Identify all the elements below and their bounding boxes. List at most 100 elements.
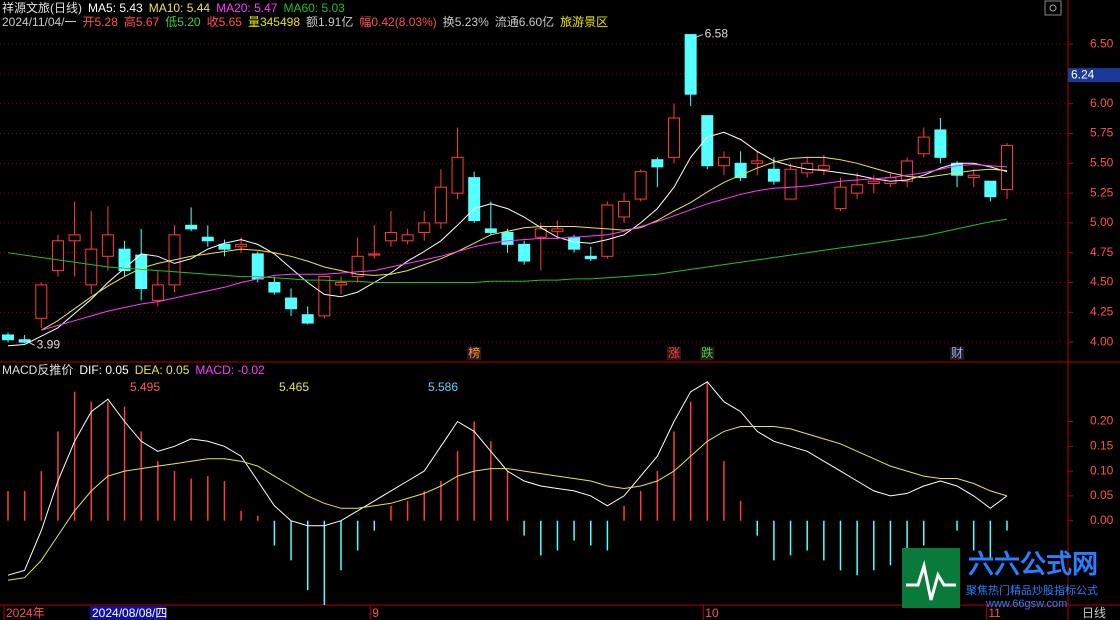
candle-body	[434, 186, 447, 224]
candle-body	[201, 236, 214, 242]
event-marker-bg	[467, 347, 482, 360]
candle-body	[368, 253, 381, 256]
candle-body	[118, 248, 131, 272]
ma-line	[7, 218, 1008, 283]
candle-body	[451, 156, 464, 194]
info-item: 幅0.42(8.03%)	[359, 15, 437, 29]
price-marker-label: 6.24	[1071, 67, 1095, 81]
legend-entry: DIF: 0.05	[79, 363, 129, 377]
candle-body	[285, 297, 298, 310]
event-marker-bg	[667, 347, 681, 360]
ma-line	[41, 163, 1008, 331]
low-pointer	[26, 340, 35, 346]
y-tick-label: 6.50	[1090, 36, 1114, 50]
candle-body	[335, 282, 347, 286]
candle-body	[401, 234, 414, 242]
candle-body	[851, 184, 864, 194]
candle-body	[484, 228, 497, 233]
info-item: 额1.91亿	[306, 15, 354, 29]
candle-body	[784, 168, 797, 200]
reference-price: 5.465	[279, 380, 309, 394]
window-button[interactable]	[1044, 0, 1062, 16]
y-tick-label: 0.00	[1090, 513, 1114, 527]
x-tick-label: 9	[372, 606, 379, 620]
candle-body	[934, 129, 947, 158]
ma-line	[7, 131, 1008, 347]
y-tick-label: 4.25	[1090, 304, 1114, 318]
candle-body	[518, 243, 531, 262]
x-tick-label: 10	[705, 606, 719, 620]
y-tick-label: 5.50	[1090, 155, 1114, 169]
x-tick-label: 2024年	[6, 606, 45, 620]
y-tick-label: 4.00	[1090, 334, 1114, 348]
ma-line	[41, 156, 1008, 331]
info-item: 开5.28	[82, 15, 118, 29]
legend-entry: MA5: 5.43	[88, 1, 143, 15]
event-marker-bg	[700, 347, 715, 360]
macd-line	[7, 426, 1008, 581]
price-marker-bg	[1068, 68, 1120, 83]
candle-body	[534, 228, 547, 238]
candle-body	[751, 160, 764, 164]
candle-body	[235, 243, 248, 248]
candle-body	[101, 234, 114, 257]
y-tick-label: 5.00	[1090, 215, 1114, 229]
reference-price: 5.586	[428, 380, 458, 394]
info-item: 2024/11/04/一	[2, 15, 77, 29]
legend-entry: MA10: 5.44	[148, 1, 211, 15]
candle-body	[185, 224, 198, 230]
stock-name: 祥源文旅(日线)	[2, 1, 82, 15]
candle-body	[2, 334, 14, 341]
candle-body	[984, 180, 997, 198]
candle-body	[901, 160, 914, 182]
candle-body	[51, 240, 64, 272]
info-item: 换5.23%	[442, 15, 489, 29]
period-label: 日线	[1082, 606, 1106, 620]
candle-body	[318, 276, 331, 317]
candle-body	[35, 284, 48, 319]
info-item: 旅游景区	[560, 15, 609, 29]
brand-logo: 六六公式网 聚焦热门精品炒股指标公式 www.66gsw.com	[902, 548, 1098, 610]
candle-body	[568, 236, 581, 250]
info-item: 收5.65	[206, 15, 242, 29]
y-tick-label: 0.10	[1090, 463, 1114, 477]
candle-body	[268, 282, 281, 293]
candle-body	[418, 222, 431, 233]
candle-body	[668, 117, 680, 158]
y-tick-label: 0.05	[1090, 488, 1114, 502]
candle-body	[834, 186, 847, 210]
candle-body	[301, 314, 314, 324]
candle-body	[501, 231, 514, 245]
candle-body	[717, 156, 730, 167]
brand-slogan: 聚焦热门精品炒股指标公式	[966, 583, 1098, 597]
candle-body	[135, 254, 148, 289]
candle-body	[817, 165, 830, 170]
x-tick-label: 11	[988, 606, 1001, 620]
candle-body	[351, 255, 364, 278]
candle-body	[634, 171, 647, 200]
candle-body	[551, 228, 564, 232]
candle-body	[18, 339, 31, 343]
reference-price: 5.495	[130, 380, 160, 394]
event-marker: 榜	[468, 345, 480, 360]
candle-body	[767, 168, 780, 182]
candle-body	[584, 255, 597, 260]
info-item: 流通6.60亿	[494, 15, 555, 29]
y-tick-label: 0.15	[1090, 438, 1114, 452]
info-item: 低5.20	[165, 15, 201, 29]
legend-entry: MACD: -0.02	[195, 363, 265, 377]
low-label: 3.99	[37, 337, 61, 351]
candle-body	[867, 180, 880, 185]
macd-title: MACD反推价	[2, 363, 74, 377]
cursor-label-bg	[90, 606, 166, 620]
candle-body	[68, 234, 81, 242]
y-tick-label: 4.50	[1090, 275, 1114, 289]
macd-line	[7, 381, 1008, 576]
candle-body	[218, 243, 231, 250]
legend-entry: MA20: 5.47	[216, 1, 278, 15]
event-marker-bg	[950, 347, 965, 360]
info-item: 量345498	[247, 15, 300, 29]
candle-body	[651, 159, 664, 168]
